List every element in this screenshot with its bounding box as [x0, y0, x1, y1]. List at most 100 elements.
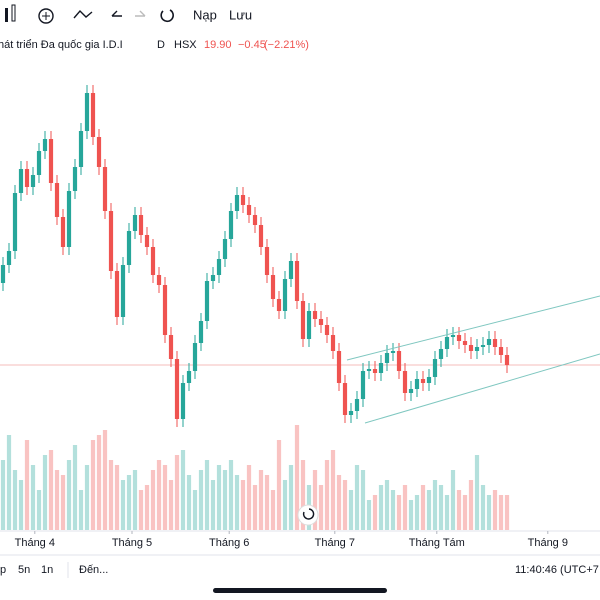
volume-bar — [486, 495, 492, 530]
candle-body — [240, 195, 246, 205]
volume-bar — [384, 480, 390, 530]
candle-body — [228, 211, 234, 239]
volume-bar — [396, 495, 402, 530]
volume-bar — [414, 495, 420, 530]
volume-bar — [102, 430, 108, 530]
candle-body — [306, 311, 312, 339]
home-indicator — [213, 588, 387, 593]
volume-bar — [18, 480, 24, 530]
volume-bar — [204, 460, 210, 530]
volume-bar — [492, 490, 498, 530]
candle-body — [450, 335, 456, 337]
candle-body — [342, 383, 348, 415]
last-price: 19.90 — [204, 39, 232, 51]
volume-bar — [408, 500, 414, 530]
volume-bar — [438, 485, 444, 530]
range-button[interactable]: 5n — [18, 564, 30, 576]
reload-button[interactable]: Nạp — [193, 7, 217, 22]
volume-layer — [0, 364, 600, 530]
candle-body — [486, 339, 492, 345]
clock: 11:40:46 (UTC+7 — [515, 564, 599, 576]
volume-bar — [336, 475, 342, 530]
volume-bar — [198, 470, 204, 530]
goto-date-button[interactable]: Đến... — [79, 564, 108, 576]
volume-bar — [294, 425, 300, 530]
candle-body — [144, 235, 150, 247]
volume-bar — [66, 460, 72, 530]
volume-bar — [48, 450, 54, 530]
volume-bar — [174, 455, 180, 530]
x-tick-label: Tháng Tám — [409, 537, 465, 549]
volume-bar — [228, 460, 234, 530]
candle-body — [414, 379, 420, 389]
candle-body — [408, 389, 414, 393]
candle-type-button[interactable] — [5, 4, 16, 22]
candle-body — [504, 355, 510, 365]
candle-body — [186, 371, 192, 383]
volume-bar — [240, 480, 246, 530]
volume-bar — [354, 465, 360, 530]
volume-bar — [156, 460, 162, 530]
volume-bar — [120, 480, 126, 530]
candle-body — [72, 167, 78, 191]
volume-bar — [444, 495, 450, 530]
candle-body — [162, 285, 168, 335]
toolbar: Nạp Lưu — [5, 4, 252, 24]
x-tick-label: Tháng 7 — [315, 537, 355, 549]
range-button[interactable]: 1n — [41, 564, 53, 576]
candle-body — [312, 311, 318, 319]
volume-bar — [132, 470, 138, 530]
volume-bar — [36, 490, 42, 530]
candle-body — [456, 335, 462, 341]
redo-button[interactable] — [135, 10, 146, 17]
volume-bar — [426, 490, 432, 530]
candle-body — [24, 169, 30, 187]
candle-body — [66, 191, 72, 247]
candle-body — [198, 321, 204, 343]
volume-bar — [216, 465, 222, 530]
volume-bar — [210, 480, 216, 530]
volume-bar — [420, 485, 426, 530]
candle-body — [174, 359, 180, 419]
candle-body — [426, 377, 432, 383]
scroll-realtime-button[interactable] — [297, 504, 319, 526]
candle-body — [270, 275, 276, 299]
volume-bar — [54, 470, 60, 530]
candle-body — [84, 93, 90, 131]
candle-body — [282, 279, 288, 311]
volume-bar — [324, 460, 330, 530]
volume-bar — [90, 440, 96, 530]
replay-button[interactable] — [160, 9, 174, 23]
volume-bar — [6, 435, 12, 530]
volume-bar — [12, 470, 18, 530]
candle-body — [432, 359, 438, 377]
candle-body — [462, 341, 468, 345]
undo-button[interactable] — [111, 10, 122, 17]
candle-body — [444, 337, 450, 349]
channel-upper[interactable] — [346, 295, 600, 361]
candle-body — [258, 225, 264, 247]
volume-bar — [288, 465, 294, 530]
volume-bar — [258, 470, 264, 530]
bottom-bar: p 5n 1n Đến... 11:40:46 (UTC+7 — [0, 562, 599, 578]
candle-body — [0, 265, 6, 283]
volume-bar — [330, 450, 336, 530]
candle-body — [390, 351, 396, 353]
candle-body — [468, 345, 474, 351]
volume-bar — [246, 465, 252, 530]
candle-body — [264, 247, 270, 275]
save-button[interactable]: Lưu — [229, 7, 252, 22]
candle-body — [360, 371, 366, 399]
volume-bar — [0, 460, 6, 530]
range-button[interactable]: p — [0, 564, 6, 576]
channel-lower[interactable] — [364, 353, 600, 424]
volume-bar — [300, 460, 306, 530]
candle-body — [150, 247, 156, 275]
candle-body — [354, 399, 360, 411]
indicator-button[interactable] — [38, 8, 54, 24]
volume-bar — [282, 480, 288, 530]
compare-button[interactable] — [73, 9, 93, 19]
